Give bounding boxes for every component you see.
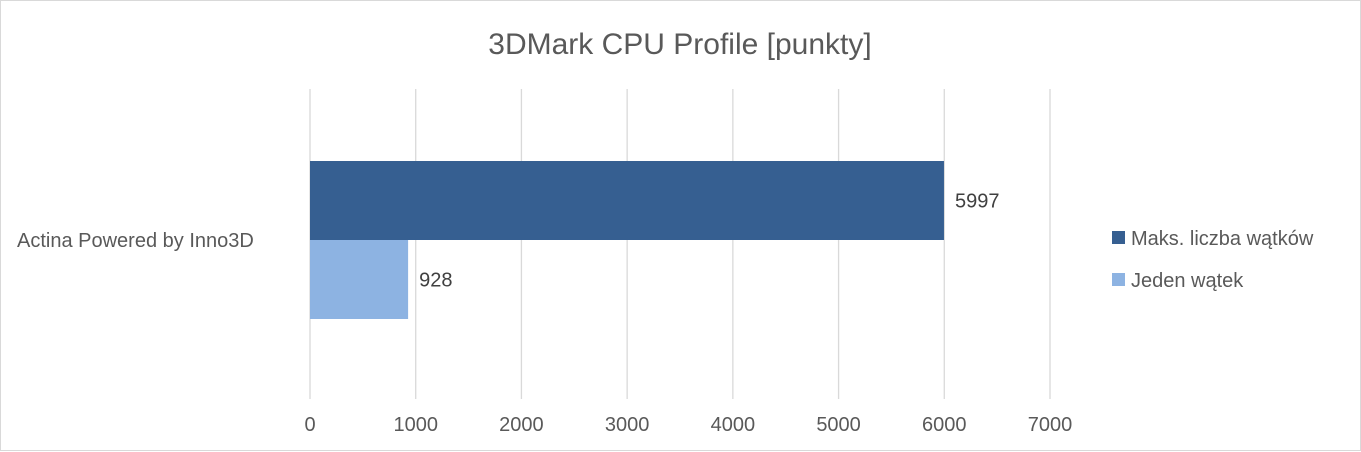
x-axis-ticks: 0 1000 2000 3000 4000 5000 6000 7000 xyxy=(304,414,1072,436)
x-tick-label: 7000 xyxy=(1028,414,1073,436)
x-tick-label: 1000 xyxy=(393,414,438,436)
category-label: Actina Powered by Inno3D xyxy=(17,230,254,252)
bar xyxy=(310,161,944,240)
x-tick-label: 0 xyxy=(304,414,315,436)
x-tick-label: 5000 xyxy=(816,414,861,436)
x-tick-label: 3000 xyxy=(605,414,650,436)
gridlines xyxy=(309,89,1051,399)
legend-label: Maks. liczba wątków xyxy=(1131,228,1314,250)
chart-title: 3DMark CPU Profile [punkty] xyxy=(488,28,871,61)
data-label: 928 xyxy=(419,270,452,292)
legend-swatch xyxy=(1112,273,1125,286)
category-labels: Actina Powered by Inno3D xyxy=(17,230,254,252)
x-tick-label: 2000 xyxy=(499,414,544,436)
bars xyxy=(310,161,944,319)
data-labels: 5997 928 xyxy=(419,191,999,292)
data-label: 5997 xyxy=(955,191,1000,213)
legend: Maks. liczba wątków Jeden wątek xyxy=(1112,228,1314,292)
legend-swatch xyxy=(1112,231,1125,244)
x-tick-label: 6000 xyxy=(922,414,967,436)
x-tick-label: 4000 xyxy=(711,414,756,436)
legend-label: Jeden wątek xyxy=(1131,270,1244,292)
bar xyxy=(310,240,409,319)
